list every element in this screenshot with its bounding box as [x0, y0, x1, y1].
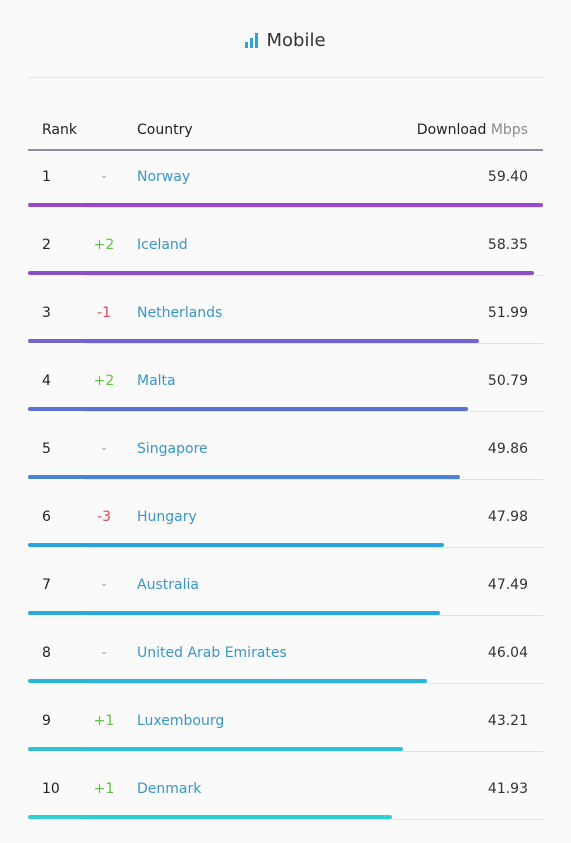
speed-bar — [28, 611, 440, 615]
row-divider — [86, 683, 543, 684]
speed-bar — [28, 203, 543, 207]
row-divider — [86, 275, 543, 276]
rank-number: 2 — [42, 237, 51, 253]
rank-number: 5 — [42, 441, 51, 457]
country-link[interactable]: Luxembourg — [137, 713, 225, 729]
download-value: 59.40 — [487, 169, 528, 185]
rank-change: -3 — [97, 509, 111, 525]
speed-bar — [28, 271, 534, 275]
table-row: 2 +2 Iceland 58.35 — [0, 219, 571, 287]
download-value: 46.04 — [487, 645, 528, 661]
rank-number: 1 — [42, 169, 51, 185]
speed-bar — [28, 407, 468, 411]
speed-bar — [28, 679, 427, 683]
row-divider — [86, 343, 543, 344]
table-row: 5 - Singapore 49.86 — [0, 423, 571, 491]
page-title: Mobile — [266, 29, 326, 51]
rank-change: +1 — [93, 713, 115, 729]
speed-bar — [28, 339, 479, 343]
signal-bars-icon — [245, 32, 259, 48]
table-row: 7 - Australia 47.49 — [0, 559, 571, 627]
row-divider — [86, 547, 543, 548]
download-value: 47.98 — [487, 509, 528, 525]
column-header-download: Download Mbps — [417, 122, 528, 138]
country-link[interactable]: Netherlands — [137, 305, 223, 321]
country-link[interactable]: Singapore — [137, 441, 208, 457]
download-value: 51.99 — [487, 305, 528, 321]
rank-change: - — [101, 169, 107, 185]
rank-number: 3 — [42, 305, 51, 321]
speed-bar — [28, 747, 403, 751]
page-header: Mobile — [0, 0, 571, 78]
speed-bar — [28, 543, 444, 547]
table-row: 9 +1 Luxembourg 43.21 — [0, 695, 571, 763]
download-value: 58.35 — [487, 237, 528, 253]
country-link[interactable]: Hungary — [137, 509, 197, 525]
rank-change: +2 — [93, 237, 115, 253]
column-header-rank: Rank — [42, 122, 77, 138]
row-divider — [86, 411, 543, 412]
row-divider — [86, 819, 543, 820]
table-row: 10 +1 Denmark 41.93 — [0, 763, 571, 831]
header-divider — [28, 77, 543, 78]
rank-change: +1 — [93, 781, 115, 797]
download-value: 47.49 — [487, 577, 528, 593]
download-label: Download — [416, 122, 487, 138]
rank-number: 7 — [42, 577, 51, 593]
table-row: 8 - United Arab Emirates 46.04 — [0, 627, 571, 695]
country-link[interactable]: Iceland — [137, 237, 188, 253]
download-value: 41.93 — [487, 781, 528, 797]
rank-number: 8 — [42, 645, 51, 661]
country-link[interactable]: Norway — [137, 169, 191, 185]
row-divider — [86, 479, 543, 480]
speed-bar — [28, 815, 392, 819]
row-divider — [86, 615, 543, 616]
country-link[interactable]: United Arab Emirates — [137, 645, 287, 661]
table-row: 1 - Norway 59.40 — [0, 151, 571, 219]
rank-change: - — [101, 645, 107, 661]
table-row: 6 -3 Hungary 47.98 — [0, 491, 571, 559]
unit-label: Mbps — [490, 122, 528, 138]
rank-change: -1 — [97, 305, 111, 321]
country-link[interactable]: Malta — [137, 373, 176, 389]
row-divider — [86, 207, 543, 208]
country-link[interactable]: Australia — [137, 577, 199, 593]
download-value: 50.79 — [487, 373, 528, 389]
rank-number: 9 — [42, 713, 51, 729]
download-value: 49.86 — [487, 441, 528, 457]
rank-number: 6 — [42, 509, 51, 525]
download-value: 43.21 — [487, 713, 528, 729]
rank-change: +2 — [93, 373, 115, 389]
rank-number: 4 — [42, 373, 51, 389]
country-link[interactable]: Denmark — [137, 781, 202, 797]
column-header-country: Country — [137, 122, 193, 138]
table-row: 3 -1 Netherlands 51.99 — [0, 287, 571, 355]
speed-bar — [28, 475, 460, 479]
header-title-group: Mobile — [0, 28, 571, 52]
rank-change: - — [101, 441, 107, 457]
table-row: 4 +2 Malta 50.79 — [0, 355, 571, 423]
rank-number: 10 — [42, 781, 60, 797]
row-divider — [86, 751, 543, 752]
header-row-divider — [28, 149, 543, 151]
rank-change: - — [101, 577, 107, 593]
